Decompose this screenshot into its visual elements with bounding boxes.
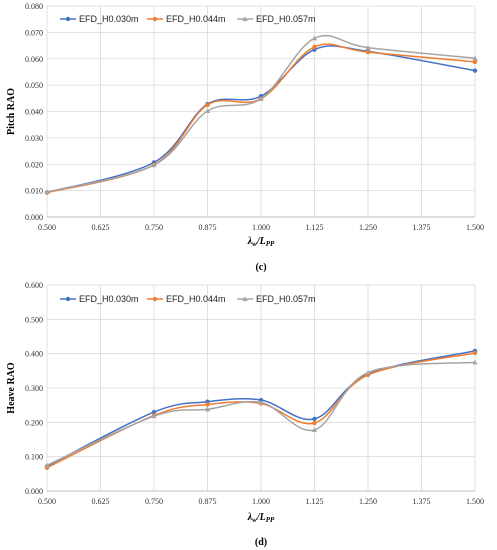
- data-point: [472, 68, 478, 73]
- x-tick-label: 0.625: [92, 223, 110, 232]
- x-tick-label: 1.250: [359, 223, 377, 232]
- data-point: [258, 96, 264, 101]
- data-point: [44, 462, 50, 468]
- chart-caption: (d): [255, 537, 267, 548]
- x-tick-label: 1.125: [306, 497, 324, 506]
- legend-entry: EFD_H0.057m: [237, 294, 316, 304]
- x-tick-label: 0.625: [92, 497, 110, 506]
- y-tick-label: 0.200: [25, 418, 43, 427]
- x-tick-label: 1.500: [466, 223, 484, 232]
- y-tick-label: 0.080: [25, 2, 43, 11]
- data-point: [365, 45, 371, 50]
- x-axis-label-subscript: w: [252, 516, 257, 524]
- legend-entry: EFD_H0.030m: [60, 14, 139, 24]
- x-axis-label-subscript: w: [252, 240, 257, 248]
- data-point: [472, 359, 478, 365]
- legend-label: EFD_H0.057m: [256, 14, 316, 24]
- legend-marker: [152, 16, 158, 22]
- data-point: [472, 59, 478, 65]
- legend-entry: EFD_H0.044m: [147, 294, 226, 304]
- x-tick-label: 1.250: [359, 497, 377, 506]
- x-tick-label: 0.875: [199, 497, 217, 506]
- legend-label: EFD_H0.057m: [256, 294, 316, 304]
- x-tick-label: 1.500: [466, 497, 484, 506]
- data-point: [312, 44, 317, 50]
- data-point: [151, 409, 157, 415]
- x-tick-label: 0.500: [38, 497, 56, 506]
- data-point: [205, 102, 210, 108]
- data-point: [472, 55, 478, 61]
- data-point: [258, 399, 264, 405]
- data-point: [312, 416, 317, 422]
- data-point: [311, 427, 318, 432]
- y-tick-label: 0.040: [25, 108, 43, 117]
- x-tick-label: 1.125: [306, 223, 324, 232]
- y-axis-label: Pitch RAO: [6, 88, 17, 135]
- legend-marker: [65, 16, 71, 22]
- legend-marker: [242, 296, 248, 302]
- y-tick-label: 0.400: [25, 350, 43, 359]
- y-tick-label: 0.020: [25, 160, 43, 169]
- x-axis-label: λw/LPP: [247, 512, 275, 524]
- y-tick-label: 0.070: [25, 28, 43, 37]
- y-tick-label: 0.030: [25, 134, 43, 143]
- y-tick-label: 0.600: [25, 281, 43, 290]
- chart-c: 0.000 0.010 0.020 0.030 0.040 0.050 0.060 0.070…: [6, 2, 484, 273]
- x-axis-label-part: λ: [247, 512, 253, 523]
- legend-marker: [152, 296, 158, 302]
- legend-label: EFD_H0.030m: [79, 14, 139, 24]
- y-tick-label: 0.100: [25, 453, 43, 462]
- legend-marker: [65, 296, 71, 302]
- data-point: [365, 369, 371, 375]
- legend-label: EFD_H0.030m: [79, 294, 139, 304]
- y-tick-label: 0.300: [25, 384, 43, 393]
- chart-caption: (c): [255, 262, 266, 273]
- data-point: [205, 402, 210, 407]
- data-point: [365, 49, 371, 55]
- x-tick-label: 0.500: [38, 223, 56, 232]
- legend-label: EFD_H0.044m: [166, 294, 226, 304]
- y-tick-label: 0.000: [25, 213, 43, 222]
- y-axis-label: Heave RAO: [6, 362, 17, 414]
- data-point: [312, 420, 317, 426]
- y-tick-label: 0.050: [25, 81, 43, 90]
- y-tick-label: 0.000: [25, 487, 43, 496]
- x-axis-label-subscript: PP: [266, 240, 275, 248]
- series-line-EFD_H0.057m: [46, 361, 476, 466]
- x-axis-label: λw/LPP: [247, 236, 275, 248]
- data-point: [204, 406, 211, 412]
- x-tick-label: 1.000: [252, 223, 270, 232]
- chart-d: 0.000 0.100 0.200 0.300 0.400 0.500 0.600 0.500…: [6, 281, 484, 548]
- x-tick-label: 0.750: [145, 223, 163, 232]
- data-point: [151, 413, 157, 419]
- legend-entry: EFD_H0.030m: [60, 294, 139, 304]
- legend-label: EFD_H0.044m: [166, 14, 226, 24]
- data-point: [151, 162, 157, 168]
- y-tick-label: 0.500: [25, 315, 43, 324]
- x-tick-label: 0.875: [199, 223, 217, 232]
- x-tick-label: 1.375: [413, 497, 431, 506]
- y-tick-label: 0.060: [25, 55, 43, 64]
- x-axis-label-part: λ: [247, 236, 253, 247]
- data-point: [311, 35, 318, 41]
- x-tick-label: 1.000: [252, 497, 270, 506]
- x-axis-label-subscript: PP: [266, 516, 275, 524]
- legend-entry: EFD_H0.044m: [147, 14, 226, 24]
- legend-marker: [242, 16, 248, 22]
- x-axis-label-part: /L: [256, 512, 266, 523]
- data-point: [44, 189, 50, 195]
- x-axis-label-part: /L: [256, 236, 266, 247]
- legend-entry: EFD_H0.057m: [237, 14, 316, 24]
- x-tick-label: 1.375: [413, 223, 431, 232]
- y-tick-label: 0.010: [25, 187, 43, 196]
- data-point: [472, 350, 478, 356]
- x-tick-label: 0.750: [145, 497, 163, 506]
- data-point: [204, 108, 211, 114]
